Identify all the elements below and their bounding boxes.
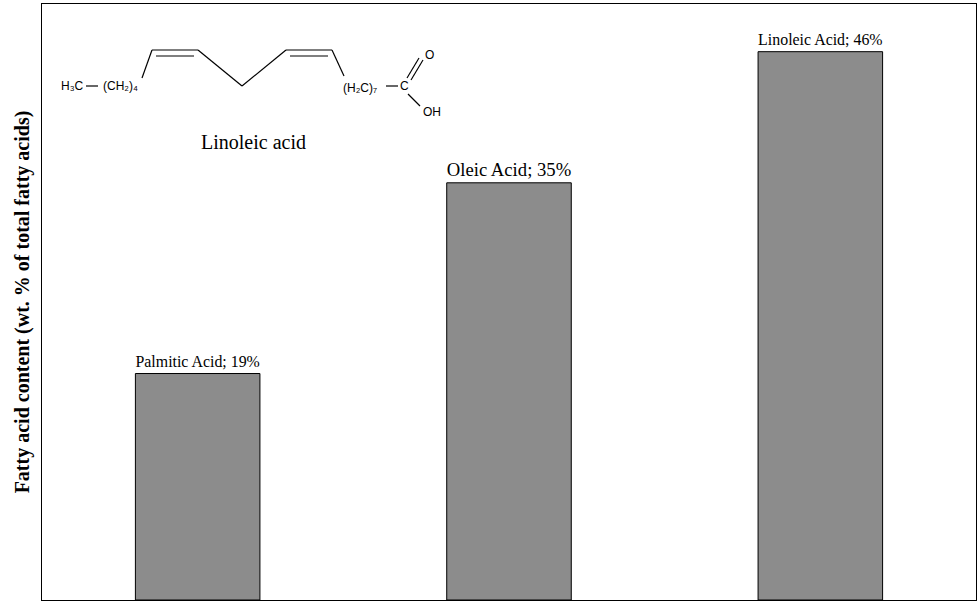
svg-text:(CH₂)₄: (CH₂)₄ (103, 79, 138, 93)
svg-text:H₃C: H₃C (61, 79, 84, 93)
svg-text:(H₂C)₇: (H₂C)₇ (343, 81, 377, 95)
svg-text:Linoleic acid: Linoleic acid (201, 131, 306, 153)
svg-text:Oleic Acid; 35%: Oleic Acid; 35% (447, 159, 571, 180)
svg-text:Linoleic Acid; 46%: Linoleic Acid; 46% (758, 31, 882, 48)
svg-text:Palmitic Acid; 19%: Palmitic Acid; 19% (135, 353, 259, 370)
svg-text:C: C (400, 79, 409, 93)
svg-text:O: O (425, 48, 434, 62)
svg-text:Fatty acid content (wt. % of t: Fatty acid content (wt. % of total fatty… (11, 111, 34, 494)
svg-text:OH: OH (423, 105, 441, 119)
